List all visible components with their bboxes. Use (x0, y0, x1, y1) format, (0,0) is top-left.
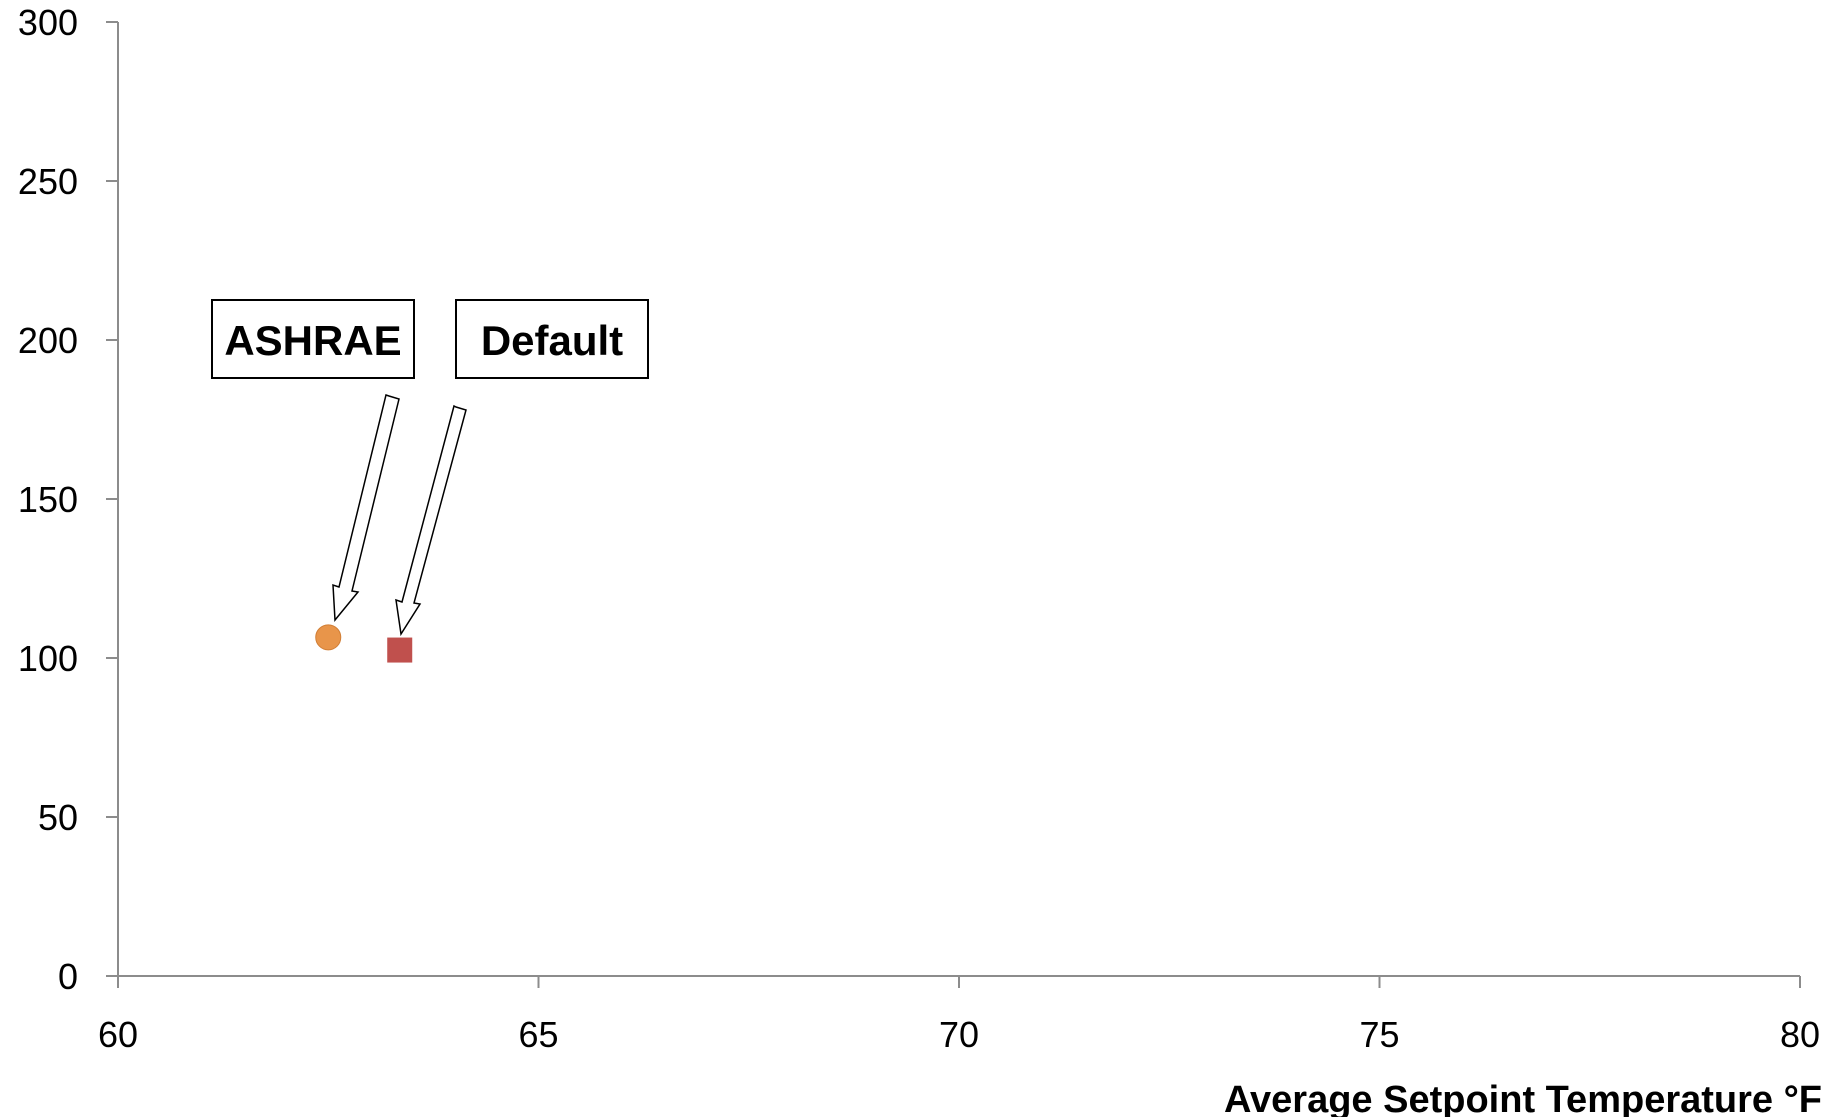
x-tick-label: 75 (1359, 1014, 1399, 1055)
x-tick-label: 80 (1780, 1014, 1820, 1055)
data-points (315, 624, 413, 663)
x-tick-label: 65 (518, 1014, 558, 1055)
data-point-circle (315, 624, 342, 651)
y-tick-label: 0 (58, 956, 78, 997)
y-axis-ticks: 0 50 100 150 200 250 300 (18, 2, 118, 997)
x-axis-title: Average Setpoint Temperature °F (1224, 1079, 1822, 1117)
y-tick-label: 100 (18, 638, 78, 679)
y-tick-label: 300 (18, 2, 78, 43)
x-tick-label: 60 (98, 1014, 138, 1055)
callout-default: Default (395, 299, 649, 637)
callout-ashrae-box (211, 299, 415, 379)
callout-ashrae-text: ASHRAE (224, 317, 401, 364)
callout-default-arrow (395, 404, 467, 637)
callout-ashrae-arrow (332, 394, 400, 622)
y-tick-label: 150 (18, 479, 78, 520)
data-point-square (387, 637, 413, 663)
callout-default-text: Default (481, 317, 623, 364)
y-tick-label: 250 (18, 161, 78, 202)
y-tick-label: 50 (38, 797, 78, 838)
callout-ashrae: ASHRAE (211, 299, 415, 622)
y-tick-label: 200 (18, 320, 78, 361)
x-axis-ticks: 60 65 70 75 80 (98, 976, 1820, 1055)
callout-default-box (455, 299, 649, 379)
x-tick-label: 70 (939, 1014, 979, 1055)
